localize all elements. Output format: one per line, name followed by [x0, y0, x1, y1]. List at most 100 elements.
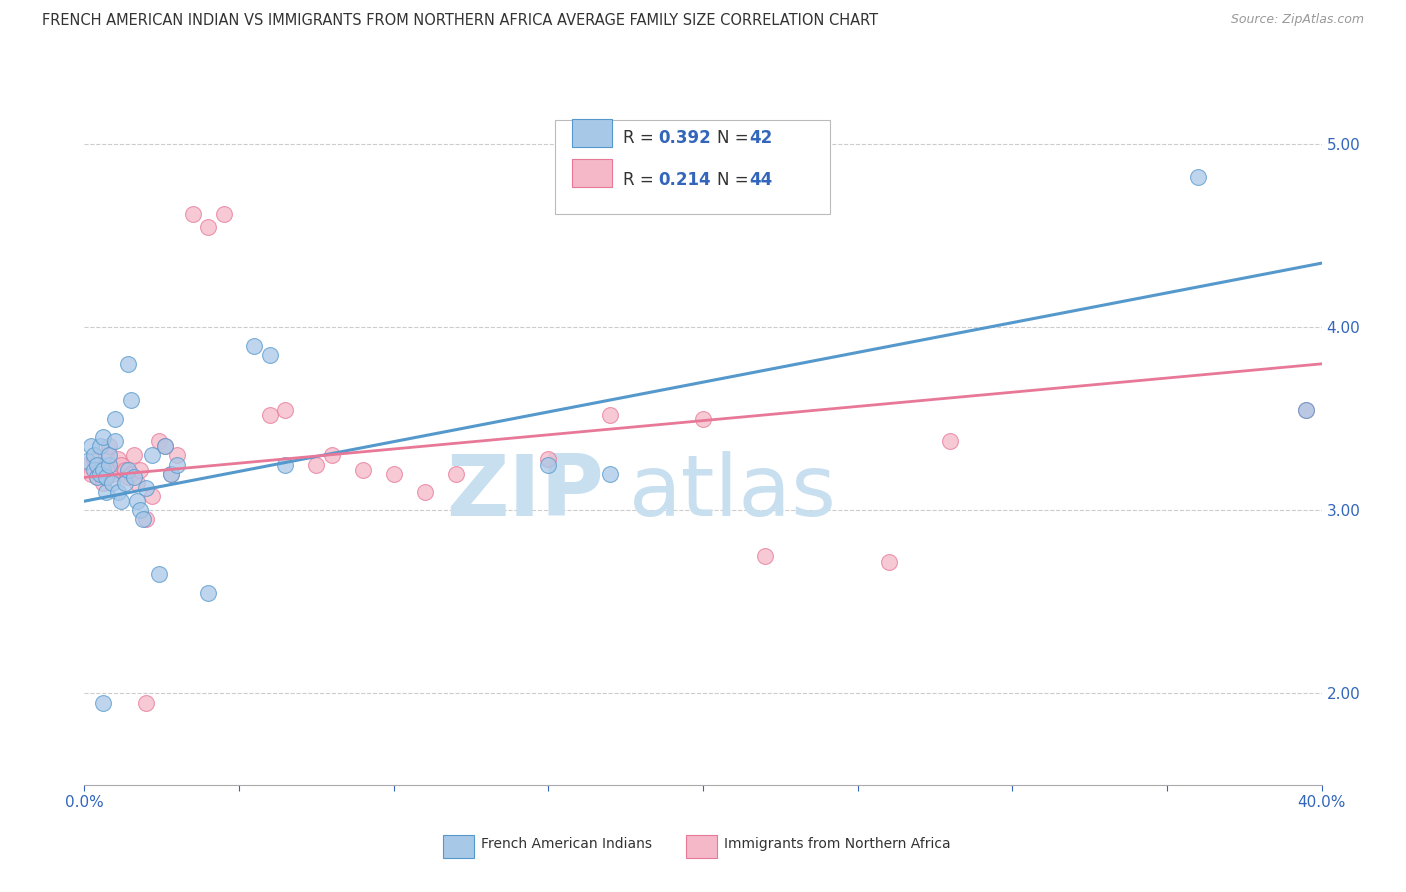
Point: [89, 439, 111, 453]
Point: [129, 463, 152, 477]
Point: [132, 512, 155, 526]
Point: [122, 470, 145, 484]
Point: [91, 475, 114, 490]
Point: [141, 489, 163, 503]
Point: [76, 454, 98, 468]
Point: [537, 458, 560, 472]
Point: [107, 485, 129, 500]
Text: 0.214: 0.214: [658, 171, 710, 189]
Point: [1295, 402, 1317, 417]
Point: [83, 449, 105, 463]
Point: [117, 470, 139, 484]
Point: [160, 467, 183, 481]
Text: atlas: atlas: [628, 451, 837, 534]
Point: [599, 408, 621, 422]
Point: [117, 357, 139, 371]
Point: [89, 467, 111, 481]
Point: [129, 503, 152, 517]
Point: [94, 449, 117, 463]
Point: [166, 449, 188, 463]
Text: Immigrants from Northern Africa: Immigrants from Northern Africa: [724, 837, 950, 851]
Point: [754, 549, 776, 563]
Point: [125, 475, 148, 490]
Text: 0.392: 0.392: [658, 129, 711, 147]
Point: [413, 485, 436, 500]
Text: Source: ZipAtlas.com: Source: ZipAtlas.com: [1230, 13, 1364, 27]
Point: [110, 458, 132, 472]
Point: [91, 696, 114, 710]
Point: [1295, 402, 1317, 417]
Point: [352, 463, 374, 477]
Point: [114, 475, 136, 490]
Point: [148, 434, 170, 448]
Point: [166, 458, 188, 472]
Text: FRENCH AMERICAN INDIAN VS IMMIGRANTS FROM NORTHERN AFRICA AVERAGE FAMILY SIZE CO: FRENCH AMERICAN INDIAN VS IMMIGRANTS FRO…: [42, 13, 879, 29]
Point: [91, 430, 114, 444]
Point: [259, 348, 281, 362]
Point: [86, 470, 108, 484]
Point: [83, 463, 105, 477]
Point: [76, 458, 98, 472]
Point: [135, 512, 157, 526]
Point: [135, 481, 157, 495]
Point: [599, 467, 621, 481]
Point: [148, 567, 170, 582]
Point: [101, 475, 124, 490]
Point: [94, 470, 117, 484]
Text: N =: N =: [717, 129, 754, 147]
Text: R =: R =: [623, 171, 659, 189]
Text: ZIP: ZIP: [446, 451, 605, 534]
Point: [117, 463, 139, 477]
Point: [153, 439, 176, 453]
Text: 44: 44: [749, 171, 773, 189]
Point: [89, 463, 111, 477]
Point: [86, 458, 108, 472]
Point: [104, 463, 127, 477]
Point: [114, 463, 136, 477]
Point: [135, 696, 157, 710]
Point: [160, 467, 183, 481]
Point: [212, 207, 235, 221]
Point: [120, 393, 142, 408]
Point: [181, 207, 204, 221]
Point: [692, 411, 714, 425]
Point: [197, 219, 219, 234]
Point: [83, 452, 105, 467]
Text: R =: R =: [623, 129, 659, 147]
Point: [94, 485, 117, 500]
Point: [382, 467, 405, 481]
Point: [444, 467, 467, 481]
Point: [259, 408, 281, 422]
Point: [107, 452, 129, 467]
Point: [120, 467, 142, 481]
Point: [537, 452, 560, 467]
Point: [321, 449, 343, 463]
Point: [153, 439, 176, 453]
Text: French American Indians: French American Indians: [481, 837, 652, 851]
Point: [98, 458, 121, 472]
Point: [91, 463, 114, 477]
Point: [79, 439, 101, 453]
Point: [141, 449, 163, 463]
Text: N =: N =: [717, 171, 754, 189]
Point: [98, 439, 121, 453]
Point: [125, 494, 148, 508]
Point: [122, 449, 145, 463]
Point: [79, 467, 101, 481]
Point: [104, 411, 127, 425]
Point: [110, 494, 132, 508]
Text: 42: 42: [749, 129, 773, 147]
Point: [305, 458, 328, 472]
Point: [877, 555, 900, 569]
Point: [104, 434, 127, 448]
Point: [274, 458, 297, 472]
Point: [939, 434, 962, 448]
Point: [98, 449, 121, 463]
Point: [243, 338, 266, 352]
Point: [197, 585, 219, 599]
Point: [94, 470, 117, 484]
Point: [86, 470, 108, 484]
Point: [274, 402, 297, 417]
Point: [1187, 170, 1209, 185]
Point: [101, 467, 124, 481]
